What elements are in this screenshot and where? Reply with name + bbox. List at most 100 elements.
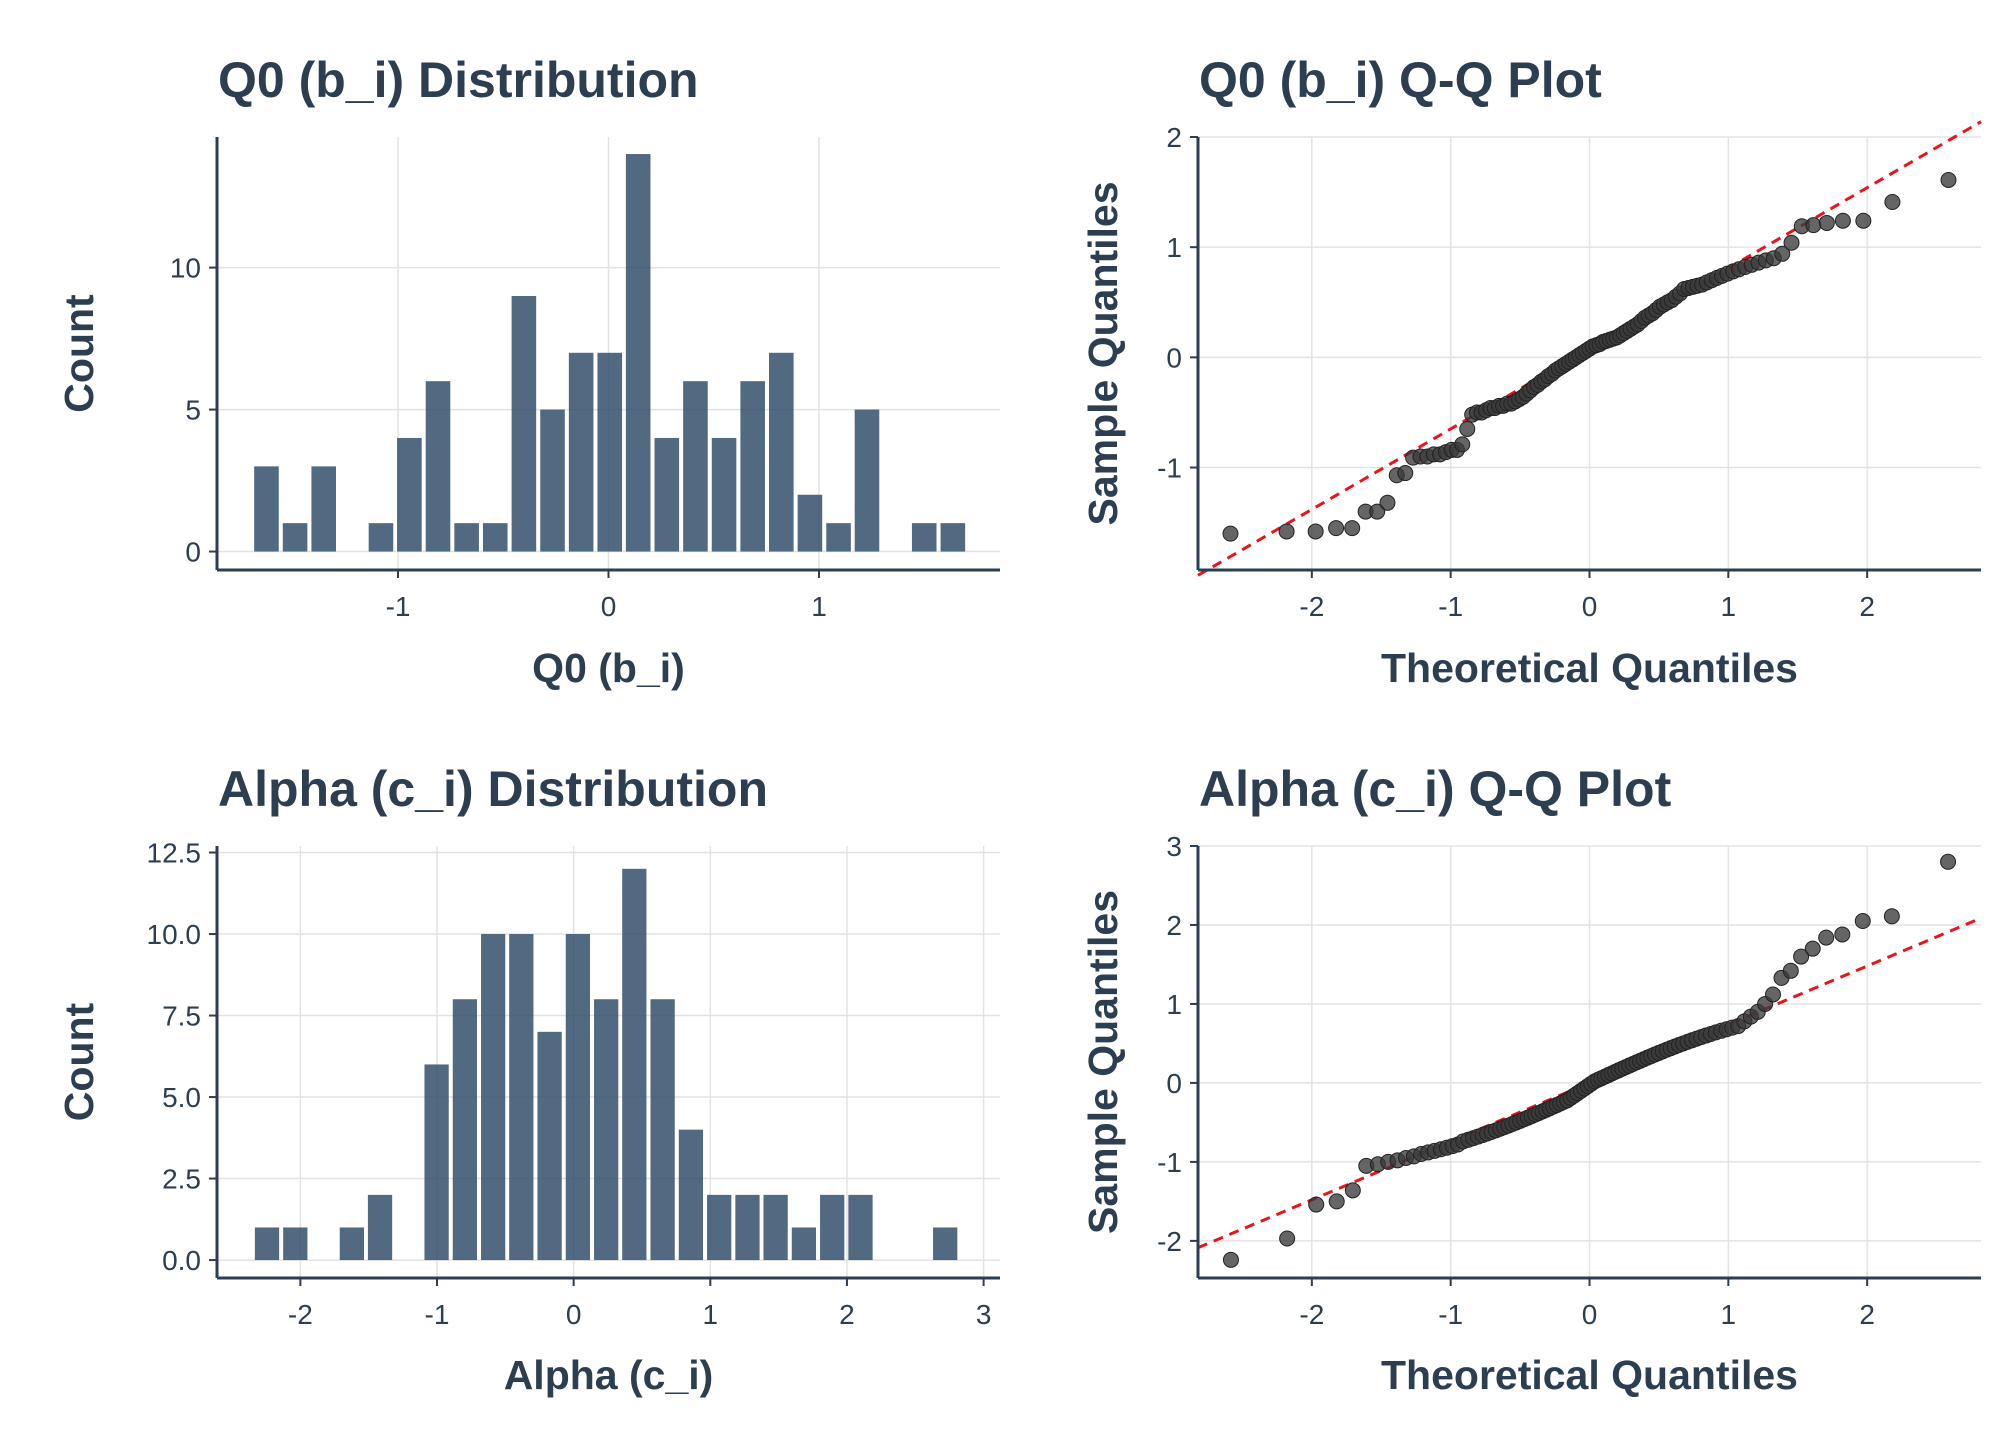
histogram-bar [481, 934, 506, 1261]
histogram-bar [711, 437, 737, 552]
histogram-bar [509, 934, 534, 1261]
qq-point [1279, 1230, 1296, 1247]
reference-line [1197, 120, 1982, 577]
qq-point [1222, 525, 1239, 542]
histogram-bar [707, 1194, 732, 1261]
qq-point [1854, 913, 1871, 930]
histogram-bar [911, 523, 937, 552]
histogram-bar [654, 437, 680, 552]
y-tick-label: -1 [1157, 1147, 1182, 1178]
x-tick-label: 2 [1859, 591, 1875, 622]
y-tick-label: 5.0 [162, 1082, 201, 1113]
histogram-bar [820, 1194, 845, 1261]
qq-point [1344, 1182, 1361, 1199]
x-axis-label: Theoretical Quantiles [1381, 1352, 1798, 1398]
qq-point [1783, 234, 1800, 251]
qq-point [1855, 212, 1872, 229]
histogram-bar [565, 934, 591, 1261]
y-tick-label: 7.5 [162, 1001, 201, 1032]
qq-point [1308, 1196, 1325, 1213]
y-tick-label: 10 [170, 253, 201, 284]
histogram-bar [650, 999, 675, 1261]
y-tick-label: -1 [1157, 453, 1182, 484]
y-tick-label: 3 [1166, 831, 1182, 862]
qq-point [1369, 503, 1386, 520]
y-axis-label: Count [56, 1002, 102, 1121]
y-tick-label: 10.0 [147, 919, 202, 950]
x-tick-label: 1 [703, 1299, 719, 1330]
histogram-bar [683, 381, 708, 552]
histogram-bar [622, 868, 647, 1261]
x-tick-label: 2 [839, 1299, 855, 1330]
x-tick-label: 0 [566, 1299, 582, 1330]
x-tick-label: -1 [425, 1299, 450, 1330]
histogram-bar [678, 1129, 704, 1261]
qq-point [1940, 171, 1957, 188]
qq-point [1884, 194, 1901, 211]
y-axis-label: Sample Quantiles [1080, 890, 1126, 1234]
histogram-bar [537, 1031, 562, 1261]
x-tick-label: 0 [1582, 591, 1598, 622]
histogram-bar [397, 437, 422, 552]
y-axis-label: Count [56, 294, 102, 413]
qq-point [1804, 940, 1821, 957]
qq-point [1307, 523, 1324, 540]
x-tick-label: -1 [1438, 1299, 1463, 1330]
histogram-bar [425, 381, 451, 552]
y-tick-label: 2 [1166, 122, 1182, 153]
y-tick-label: 1 [1166, 989, 1182, 1020]
histogram-bar [940, 523, 966, 552]
x-tick-label: 1 [1721, 1299, 1737, 1330]
histogram-bar [625, 154, 651, 552]
histogram-bar [511, 296, 537, 552]
histogram-bar [791, 1227, 817, 1261]
qq-point [1328, 1193, 1345, 1210]
qq-point [1344, 520, 1361, 537]
histogram-bar [848, 1194, 873, 1261]
qq-point [1459, 420, 1476, 437]
histogram-bar [854, 409, 880, 552]
y-tick-label: -2 [1157, 1226, 1182, 1257]
qq-point [1454, 436, 1471, 453]
y-tick-label: 0 [1166, 342, 1182, 373]
histogram-bar [367, 1194, 393, 1261]
qq-point [1793, 948, 1810, 965]
chart-title: Q0 (b_i) Q-Q Plot [1199, 52, 1602, 108]
x-tick-label: 2 [1859, 1299, 1875, 1330]
x-tick-label: 0 [1582, 1299, 1598, 1330]
qq-point [1379, 494, 1396, 511]
histogram-bar [769, 352, 794, 552]
x-tick-label: -2 [1299, 1299, 1324, 1330]
qq-point [1774, 245, 1791, 262]
histogram-bar [597, 352, 623, 552]
histogram-bar [594, 999, 619, 1261]
y-tick-label: 2.5 [162, 1164, 201, 1195]
x-tick-label: -2 [288, 1299, 313, 1330]
chart-panel-2: -2 -1 0 1 2 -1 0 1 2 Q0 (b_i) Q-Q Plot Theoretical… [1080, 52, 1982, 691]
histogram-bar [424, 1064, 449, 1261]
qq-point [1764, 986, 1781, 1003]
x-tick-label: 3 [976, 1299, 992, 1330]
x-tick-label: -1 [386, 591, 411, 622]
x-tick-label: 1 [811, 591, 827, 622]
histogram-bar [540, 409, 565, 552]
histogram-bar [482, 523, 508, 552]
histogram-bar [763, 1194, 788, 1261]
chart-title: Q0 (b_i) Distribution [218, 52, 699, 108]
qq-point [1328, 520, 1345, 537]
qq-point [1278, 523, 1295, 540]
y-tick-label: 2 [1166, 910, 1182, 941]
y-tick-label: 5 [185, 395, 201, 426]
qq-point [1782, 962, 1799, 979]
x-axis-label: Alpha (c_i) [504, 1352, 714, 1398]
histogram-bar [735, 1194, 760, 1261]
histogram-bar [282, 523, 308, 552]
y-tick-label: 0 [185, 537, 201, 568]
histogram-bar [339, 1227, 365, 1261]
histogram-bar [283, 1227, 308, 1261]
chart-panel-3: -2 -1 0 1 2 3 0.0 2.5 5.0 7.5 10.0 12.5 Alpha (c_i) … [56, 761, 1000, 1398]
y-tick-label: 12.5 [147, 838, 202, 869]
histogram-bar [254, 1227, 280, 1261]
